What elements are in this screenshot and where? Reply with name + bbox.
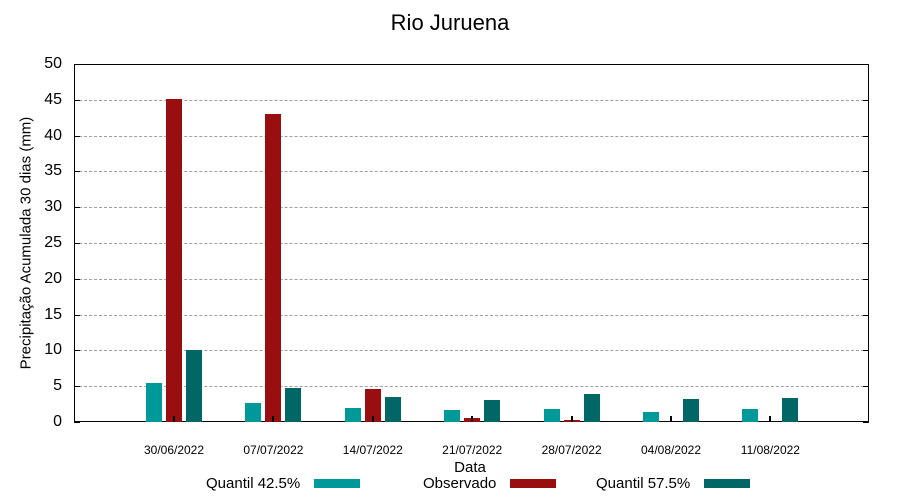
y-tick-label: 15	[44, 306, 62, 323]
y-tick-mark	[74, 136, 80, 137]
gridline	[74, 207, 869, 208]
x-tick-mark	[670, 416, 672, 422]
y-tick-mark	[863, 100, 869, 101]
y-tick-mark	[863, 422, 869, 423]
gridline	[74, 171, 869, 172]
y-tick-mark	[863, 136, 869, 137]
legend-swatch	[704, 479, 751, 488]
x-tick-mark	[173, 416, 175, 422]
x-tick-mark	[769, 416, 772, 422]
x-tick-label: 04/08/2022	[640, 443, 702, 457]
legend-label: Quantil 57.5%	[596, 475, 691, 492]
y-tick-mark	[863, 315, 869, 316]
y-tick-label: 5	[53, 377, 62, 394]
y-tick-mark	[74, 100, 80, 101]
legend-item-observado: Observado	[423, 475, 557, 492]
y-tick-label: 40	[44, 127, 62, 144]
y-tick-mark	[74, 422, 80, 423]
gridline	[74, 279, 869, 280]
bar	[643, 411, 659, 422]
x-tick-label: 21/07/2022	[442, 443, 503, 457]
y-tick-label: 30	[44, 198, 62, 215]
bar	[186, 349, 202, 422]
gridline	[74, 136, 869, 137]
x-tick-label: 14/07/2022	[342, 443, 403, 457]
y-tick-mark	[863, 350, 869, 351]
bar	[166, 99, 182, 422]
bar	[384, 396, 401, 422]
bar	[344, 408, 361, 422]
y-tick-label: 50	[44, 55, 62, 72]
legend-label: Observado	[423, 475, 497, 492]
x-tick-mark	[371, 416, 374, 422]
y-tick-label: 10	[44, 341, 62, 358]
y-tick-mark	[74, 315, 80, 316]
y-tick-mark	[863, 279, 869, 280]
x-tick-mark	[471, 416, 474, 422]
y-tick-mark	[74, 350, 80, 351]
x-tick-label: 30/06/2022	[143, 443, 205, 457]
bar	[683, 399, 699, 422]
y-tick-label: 45	[44, 91, 62, 108]
legend-item-quantil-57: Quantil 57.5%	[596, 475, 751, 492]
gridline	[74, 350, 869, 351]
legend-item-quantil-42: Quantil 42.5%	[206, 475, 361, 492]
y-tick-label: 25	[44, 234, 62, 251]
y-tick-mark	[74, 243, 80, 244]
x-tick-label: 07/07/2022	[243, 443, 304, 457]
bar	[543, 409, 560, 422]
y-tick-mark	[863, 171, 869, 172]
x-tick-label: 28/07/2022	[541, 443, 602, 457]
bar	[742, 409, 759, 422]
y-tick-mark	[863, 386, 869, 387]
x-tick-label: 11/08/2022	[740, 443, 800, 457]
y-tick-mark	[74, 386, 80, 387]
gridline	[74, 100, 869, 101]
bar	[782, 397, 799, 422]
y-tick-mark	[74, 171, 80, 172]
bar	[146, 382, 162, 422]
legend-swatch	[314, 479, 361, 488]
y-tick-label: 0	[53, 413, 62, 430]
gridline	[74, 315, 869, 316]
legend-swatch	[510, 479, 557, 488]
bar	[583, 394, 600, 422]
y-tick-label: 35	[44, 162, 62, 179]
bar	[265, 114, 282, 422]
x-tick-mark	[272, 416, 275, 422]
gridline	[74, 386, 869, 387]
bar	[285, 387, 302, 422]
bar	[364, 389, 381, 422]
y-tick-mark	[863, 207, 869, 208]
gridline	[74, 243, 869, 244]
x-tick-mark	[570, 416, 573, 422]
y-tick-mark	[74, 279, 80, 280]
x-axis-label: Data	[454, 459, 486, 476]
y-tick-mark	[863, 243, 869, 244]
chart-title: Rio Juruena	[390, 10, 510, 35]
y-tick-label: 20	[44, 270, 62, 287]
legend-label: Quantil 42.5%	[206, 475, 301, 492]
bar	[245, 402, 262, 422]
y-tick-mark	[74, 207, 80, 208]
bar	[444, 409, 461, 422]
bar	[484, 399, 501, 422]
